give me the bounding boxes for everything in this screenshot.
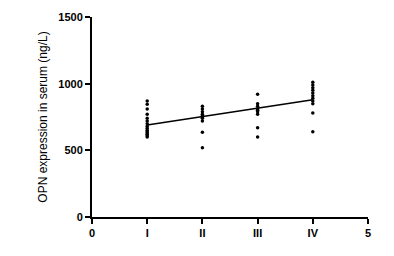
svg-text:OPN expression in serum (ng/L): OPN expression in serum (ng/L)	[36, 31, 50, 202]
svg-text:1000: 1000	[58, 78, 82, 90]
svg-text:IV: IV	[308, 227, 319, 239]
svg-text:0: 0	[77, 211, 83, 223]
svg-text:I: I	[146, 227, 149, 239]
svg-text:0: 0	[89, 227, 95, 239]
svg-text:1500: 1500	[58, 11, 82, 23]
svg-text:5: 5	[365, 227, 371, 239]
svg-text:500: 500	[64, 144, 82, 156]
svg-text:II: II	[199, 227, 205, 239]
svg-text:III: III	[253, 227, 262, 239]
